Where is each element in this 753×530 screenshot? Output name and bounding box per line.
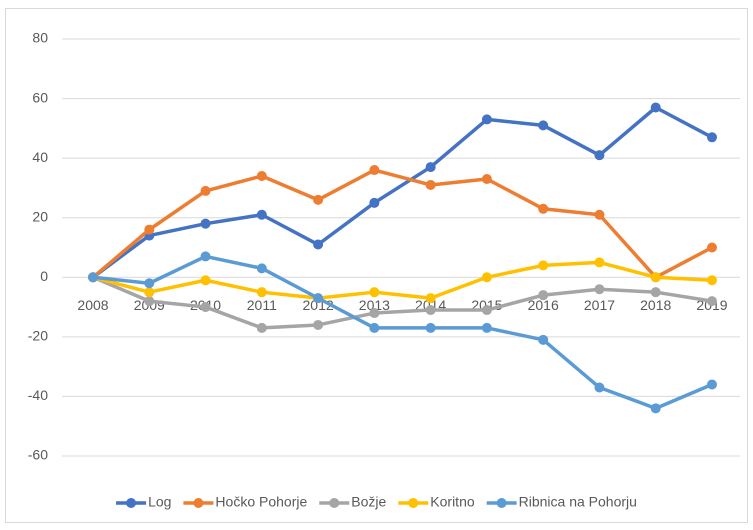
data-point xyxy=(594,284,605,295)
data-point xyxy=(425,179,436,190)
series-line xyxy=(92,260,713,300)
data-point xyxy=(481,173,492,184)
legend-marker xyxy=(193,498,204,508)
chart-border xyxy=(5,8,748,523)
data-point xyxy=(369,287,380,298)
data-point xyxy=(256,287,267,298)
data-point xyxy=(650,287,661,298)
data-point xyxy=(707,242,717,253)
data-point xyxy=(594,382,605,393)
data-point xyxy=(650,403,661,414)
data-point xyxy=(650,102,661,113)
y-tick-label: -60 xyxy=(28,447,48,463)
data-point xyxy=(200,185,211,196)
data-point xyxy=(200,251,211,262)
legend-label: Hočko Pohorje xyxy=(215,494,307,510)
data-point xyxy=(313,239,324,250)
data-point xyxy=(425,293,436,304)
data-point xyxy=(313,293,324,304)
data-point xyxy=(707,296,717,307)
x-tick-label: 2017 xyxy=(584,297,615,313)
series-line xyxy=(92,254,713,411)
y-tick-label: 60 xyxy=(32,89,48,105)
legend-item: Hočko Pohorje xyxy=(183,494,307,510)
y-tick-label: 80 xyxy=(32,30,48,46)
data-point xyxy=(425,162,436,173)
data-point xyxy=(481,322,492,333)
y-tick-label: 0 xyxy=(40,268,48,284)
legend-label: Log xyxy=(148,494,171,510)
data-point xyxy=(481,305,492,316)
data-point xyxy=(425,322,436,333)
data-point xyxy=(144,278,155,289)
data-point xyxy=(425,305,436,316)
x-tick-label: 2016 xyxy=(528,297,559,313)
data-point xyxy=(481,114,492,125)
data-point xyxy=(707,275,717,286)
data-point xyxy=(707,132,717,143)
legend-item: Ribnica na Pohorju xyxy=(486,494,637,510)
data-point xyxy=(369,165,380,176)
data-point xyxy=(538,334,549,345)
legend-marker xyxy=(408,498,419,508)
x-tick-label: 2013 xyxy=(359,297,390,313)
data-point xyxy=(144,224,155,235)
data-point xyxy=(481,272,492,283)
data-point xyxy=(650,272,661,283)
data-point xyxy=(256,263,267,274)
data-point xyxy=(538,120,549,131)
data-point xyxy=(707,379,717,390)
y-tick-label: -40 xyxy=(28,387,48,403)
legend-marker xyxy=(329,498,340,508)
data-point xyxy=(200,302,211,313)
series-line xyxy=(91,168,713,280)
x-tick-label: 2011 xyxy=(247,297,277,313)
legend-label: Ribnica na Pohorju xyxy=(519,494,637,510)
data-point xyxy=(313,194,324,205)
data-point xyxy=(200,275,211,286)
series-line xyxy=(91,105,713,279)
data-point xyxy=(144,287,155,298)
x-tick-label: 2008 xyxy=(77,297,108,313)
data-point xyxy=(594,150,605,161)
data-point xyxy=(594,257,605,268)
data-point xyxy=(256,171,267,182)
legend: Log Hočko Pohorje Božje Koritno Ribnica na P… xyxy=(116,494,637,510)
legend-marker xyxy=(496,498,507,508)
data-point xyxy=(369,308,380,319)
y-tick-label: 20 xyxy=(32,208,48,224)
data-point xyxy=(538,203,549,214)
data-point xyxy=(369,197,380,208)
legend-label: Božje xyxy=(351,494,386,510)
data-point xyxy=(144,296,155,307)
x-tick-label: 2018 xyxy=(640,297,671,313)
data-point xyxy=(369,322,380,333)
legend-item: Log xyxy=(116,494,171,510)
series-line xyxy=(92,275,713,330)
y-tick-label: 40 xyxy=(32,149,48,165)
legend-marker xyxy=(126,498,137,508)
data-point xyxy=(256,322,267,333)
data-point xyxy=(538,290,549,301)
legend-item: Koritno xyxy=(398,494,475,510)
data-point xyxy=(88,272,98,283)
data-point xyxy=(200,218,211,229)
data-point xyxy=(313,319,324,330)
data-point xyxy=(594,209,605,220)
data-point xyxy=(256,209,267,220)
y-tick-label: -20 xyxy=(28,328,48,344)
data-point xyxy=(538,260,549,271)
legend-label: Koritno xyxy=(430,494,475,510)
legend-item: Božje xyxy=(319,494,386,510)
